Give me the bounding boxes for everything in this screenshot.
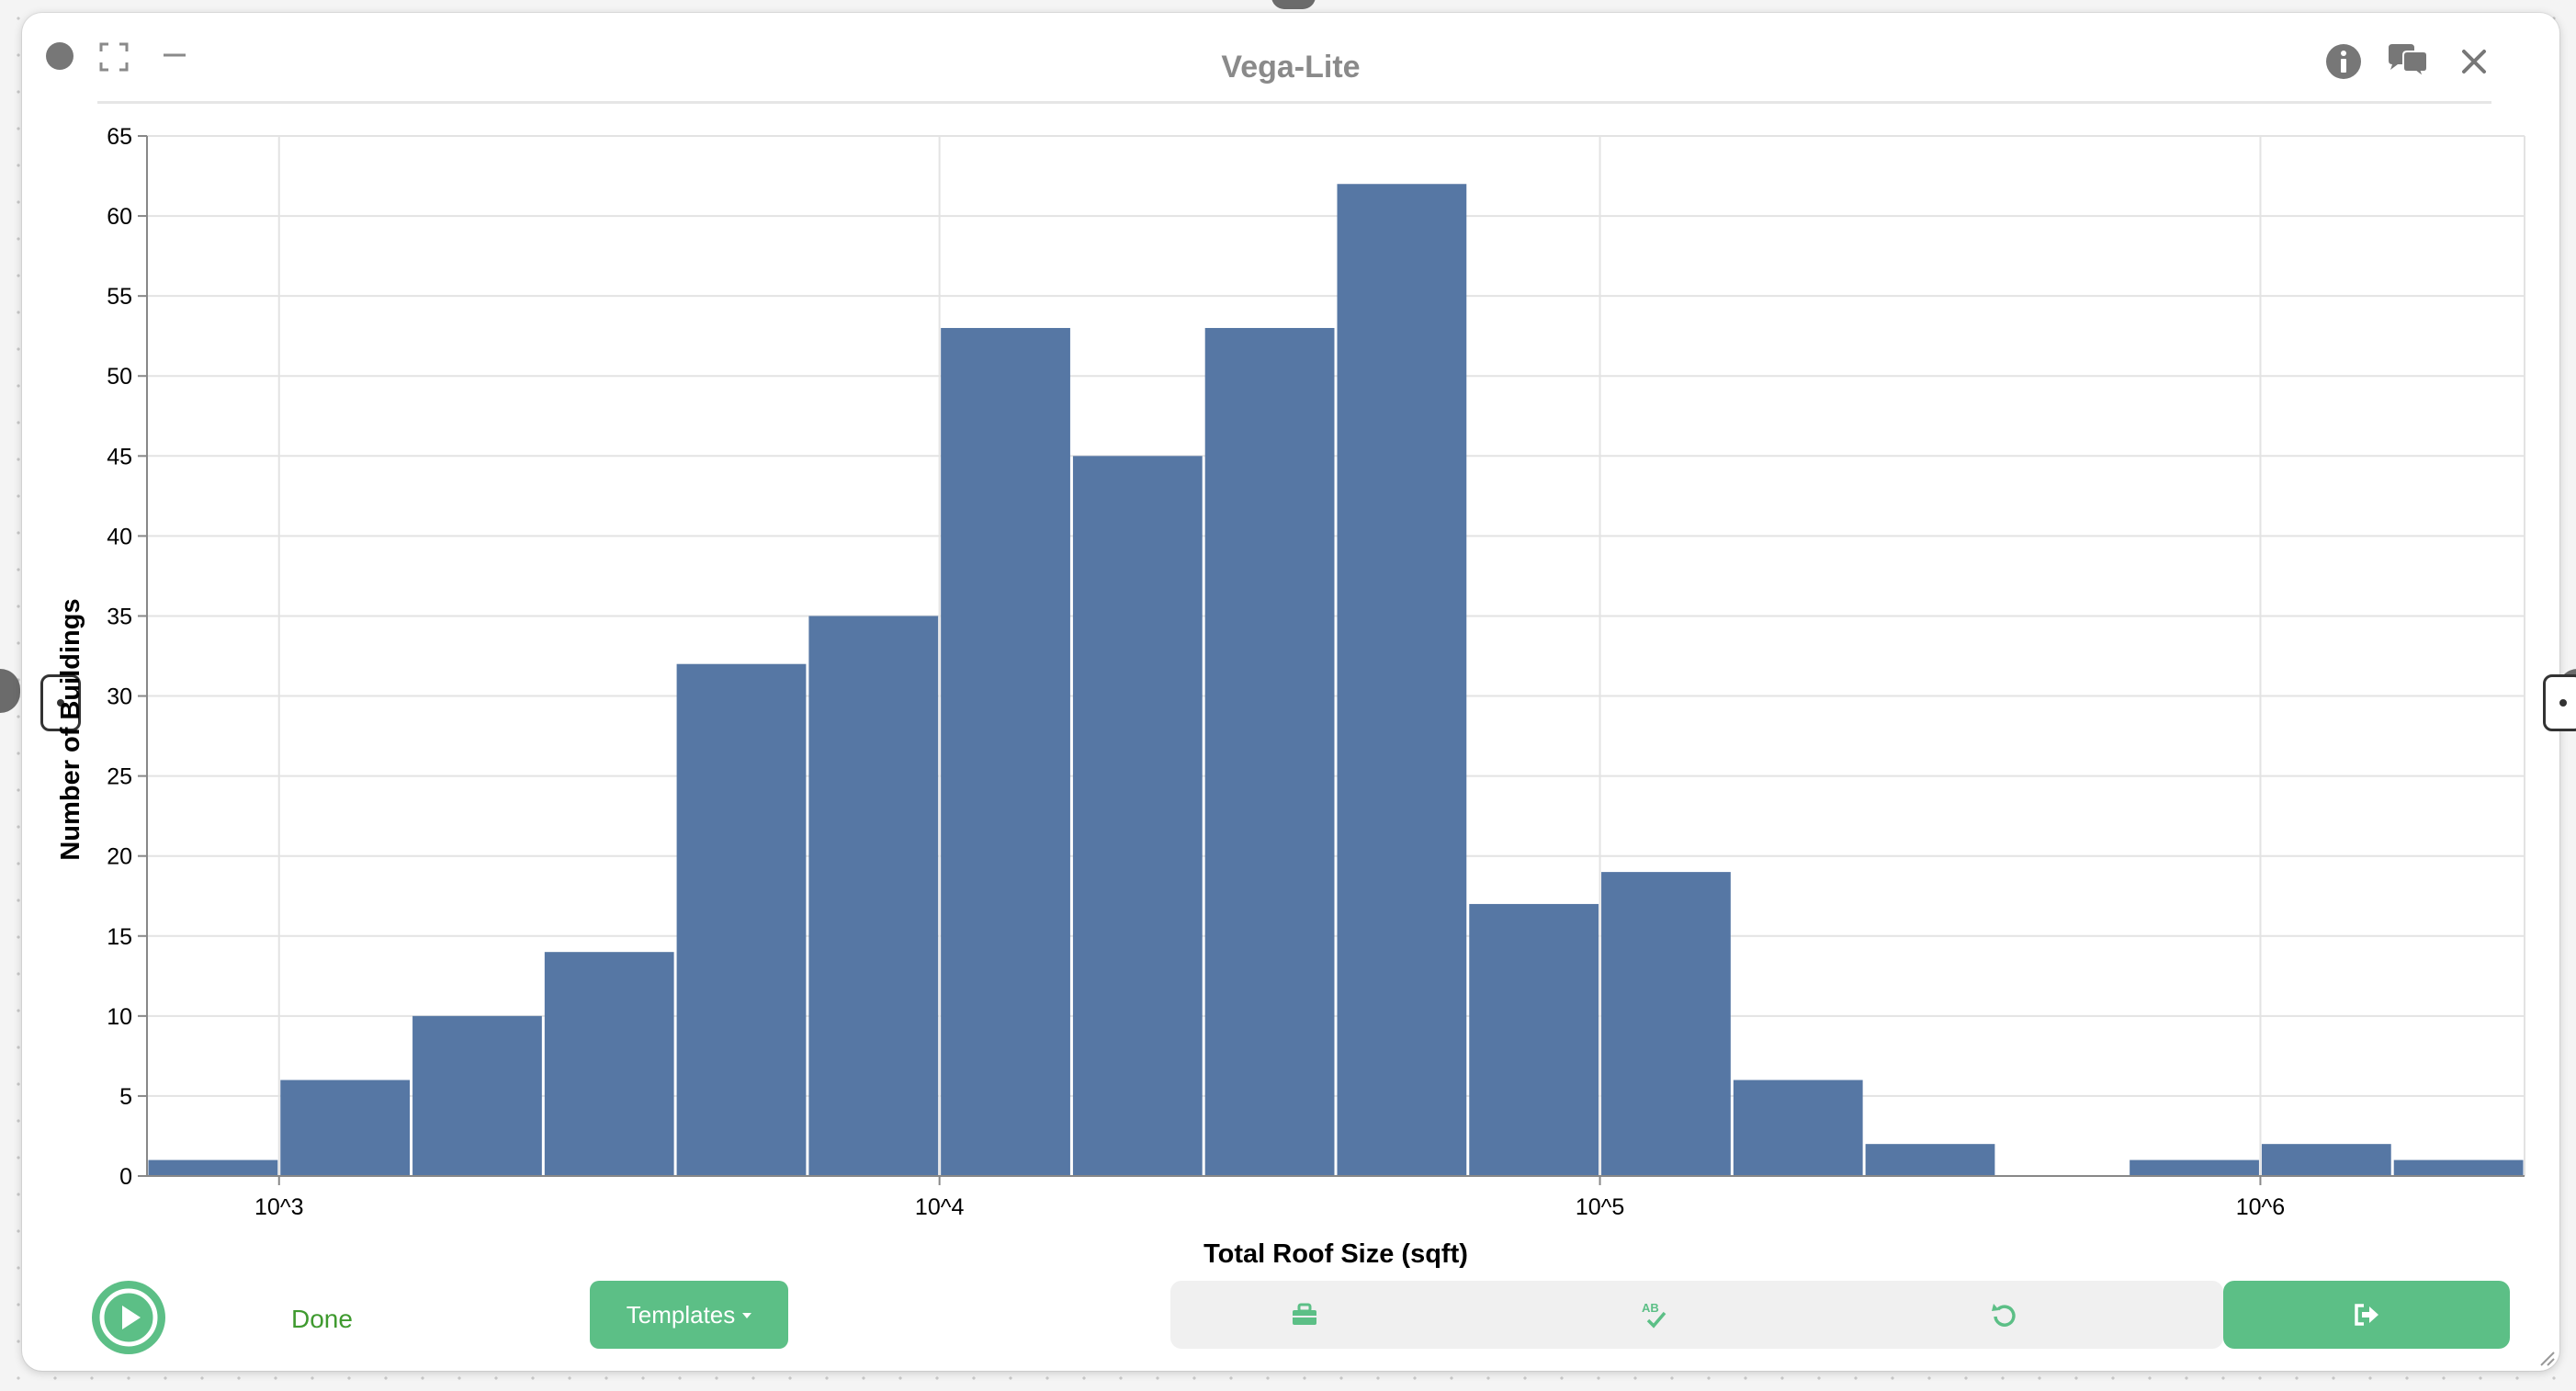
y-tick-label: 15: [107, 924, 132, 950]
toolbar-group: AB: [1170, 1281, 2223, 1349]
histogram-bar: [1733, 1080, 1863, 1176]
titlebar: Vega-Lite: [22, 13, 2559, 104]
x-tick-label: 10^6: [2236, 1194, 2285, 1220]
window-title: Vega-Lite: [1221, 50, 1361, 85]
y-tick-label: 25: [107, 764, 132, 790]
histogram-bar: [544, 952, 674, 1176]
histogram-chart: 0 5 10 15 20 25 30 35 40 45 50 55 60 65 10^3 10^4 10^5 10…: [56, 124, 2525, 1269]
y-axis-title: Number of Buildings: [56, 598, 85, 860]
histogram-bar: [412, 1015, 542, 1176]
histogram-bar: [2130, 1159, 2259, 1176]
x-tick-label: 10^4: [915, 1194, 965, 1220]
info-icon[interactable]: [2321, 39, 2367, 85]
histogram-bar: [1204, 327, 1335, 1176]
spellcheck-icon: AB: [1642, 1301, 1666, 1329]
title-separator: [97, 101, 2491, 104]
spellcheck-button[interactable]: AB: [1599, 1281, 1710, 1349]
histogram-bar: [1469, 903, 1599, 1176]
x-tick-label: 10^5: [1576, 1194, 1624, 1220]
y-tick-label: 0: [119, 1164, 132, 1190]
y-tick-label: 45: [107, 444, 132, 469]
y-tick-label: 35: [107, 604, 132, 629]
input-port[interactable]: [40, 674, 81, 731]
histogram-bar: [1072, 456, 1203, 1176]
footer: Done Templates AB: [22, 1281, 2559, 1363]
export-icon: [2355, 1304, 2378, 1326]
histogram-bar: [1601, 872, 1731, 1176]
connector-left-cap: [0, 669, 20, 713]
play-icon: [99, 1288, 158, 1347]
close-icon[interactable]: [2451, 39, 2497, 85]
window-dot-icon[interactable]: [46, 42, 73, 70]
templates-label: Templates: [626, 1300, 736, 1329]
y-tick-label: 60: [107, 204, 132, 230]
y-tick-label: 5: [119, 1084, 132, 1110]
axis-layer: 0 5 10 15 20 25 30 35 40 45 50 55 60 65 10^3 10^4 10^5 10…: [107, 124, 2525, 1220]
templates-button[interactable]: Templates: [590, 1281, 788, 1349]
y-tick-label: 55: [107, 284, 132, 310]
svg-text:AB: AB: [1642, 1301, 1659, 1315]
y-tick-label: 65: [107, 124, 132, 150]
histogram-bar: [2261, 1144, 2391, 1176]
connector-top[interactable]: [1271, 0, 1316, 9]
histogram-bar: [808, 616, 939, 1176]
toolkit-icon: [1293, 1303, 1316, 1325]
x-axis-title: Total Roof Size (sqft): [1203, 1239, 1468, 1269]
y-tick-label: 30: [107, 684, 132, 710]
histogram-bar: [1865, 1144, 1995, 1176]
vega-lite-window: Vega-Lite 0 5 10 15 20 25 30 35 40 45 50 55 60 65 10^3…: [22, 13, 2576, 1371]
run-button[interactable]: [92, 1281, 165, 1354]
grid-layer: [147, 135, 2525, 1177]
y-tick-label: 40: [107, 524, 132, 549]
expand-icon[interactable]: [97, 40, 130, 74]
histogram-bar: [2393, 1159, 2524, 1176]
minimize-icon[interactable]: [158, 39, 191, 72]
histogram-bar: [148, 1159, 278, 1176]
y-tick-label: 20: [107, 844, 132, 870]
chat-icon[interactable]: [2385, 39, 2431, 85]
y-tick-label: 10: [107, 1004, 132, 1030]
histogram-bar: [676, 663, 807, 1176]
output-port[interactable]: [2543, 674, 2576, 731]
export-button[interactable]: [2223, 1281, 2510, 1349]
histogram-bar: [941, 327, 1070, 1176]
x-tick-label: 10^3: [254, 1194, 303, 1220]
bars-layer: [148, 184, 2524, 1177]
status-done-label: Done: [291, 1305, 353, 1333]
histogram-bar: [1337, 184, 1467, 1177]
histogram-bar: [280, 1080, 411, 1176]
undo-icon: [1992, 1304, 2016, 1327]
chevron-down-icon: [742, 1313, 752, 1318]
undo-button[interactable]: [1949, 1281, 2060, 1349]
y-tick-label: 50: [107, 364, 132, 390]
resize-grip-icon[interactable]: [2536, 1347, 2556, 1367]
toolkit-button[interactable]: [1249, 1281, 1360, 1349]
